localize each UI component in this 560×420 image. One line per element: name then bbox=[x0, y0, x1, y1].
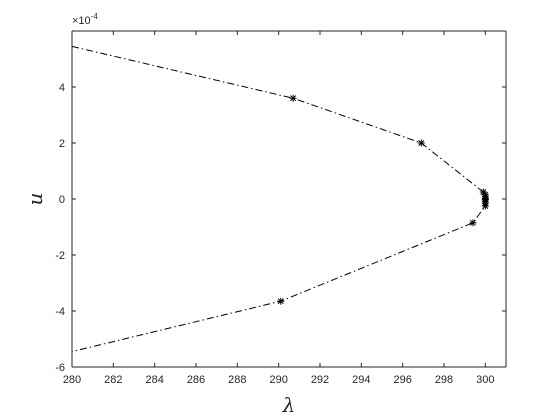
x-tick-label: 286 bbox=[187, 374, 205, 386]
data-point-marker bbox=[289, 94, 297, 102]
y-axis-title: u bbox=[23, 193, 47, 206]
marker-layer bbox=[277, 94, 489, 305]
data-point-marker bbox=[481, 202, 489, 210]
data-point-marker bbox=[469, 219, 477, 227]
y-tick-label: -2 bbox=[55, 250, 65, 262]
y-tick-label: 4 bbox=[59, 82, 65, 94]
data-point-marker bbox=[417, 139, 425, 147]
y-tick-label: -4 bbox=[55, 306, 65, 318]
x-axis-ticks: 280 282 284 286 288 290 292 294 296 298 300 bbox=[63, 31, 495, 386]
x-tick-label: 280 bbox=[63, 374, 81, 386]
data-point-marker bbox=[277, 297, 285, 305]
x-tick-label: 284 bbox=[145, 374, 163, 386]
x-axis-title: λ bbox=[282, 393, 296, 417]
x-tick-label: 282 bbox=[104, 374, 122, 386]
x-tick-label: 294 bbox=[352, 374, 370, 386]
y-scale-exponent-base: ×10 bbox=[72, 15, 91, 27]
x-tick-label: 290 bbox=[269, 374, 287, 386]
x-tick-label: 298 bbox=[435, 374, 453, 386]
series-line bbox=[71, 45, 486, 353]
y-scale-exponent-power: -4 bbox=[91, 12, 99, 21]
y-tick-label: -6 bbox=[55, 362, 65, 374]
x-tick-label: 296 bbox=[393, 374, 411, 386]
y-tick-label: 2 bbox=[59, 138, 65, 150]
x-tick-label: 288 bbox=[228, 374, 246, 386]
series-layer bbox=[71, 45, 486, 353]
x-tick-label: 292 bbox=[311, 374, 329, 386]
y-tick-label: 0 bbox=[59, 194, 65, 206]
y-axis-ticks: -6 -4 -2 0 2 4 bbox=[55, 82, 506, 374]
y-scale-exponent: ×10-4 bbox=[72, 12, 98, 27]
plot-area bbox=[71, 30, 507, 368]
x-tick-label: 300 bbox=[476, 374, 494, 386]
